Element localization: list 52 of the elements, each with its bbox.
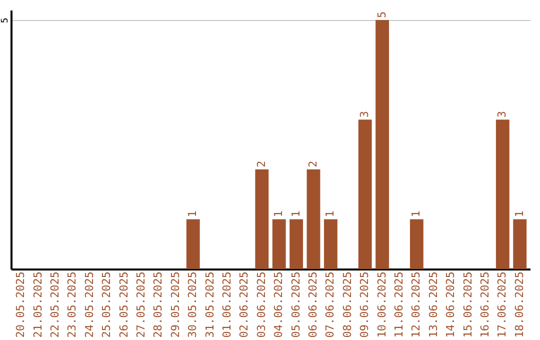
data-label: 2 <box>254 160 268 168</box>
x-tick-label: 25.05.2025 <box>100 272 114 338</box>
data-label: 2 <box>306 160 320 168</box>
data-label: 3 <box>496 110 509 118</box>
x-tick-label: 03.06.2025 <box>254 272 268 338</box>
data-label: 1 <box>410 210 423 218</box>
x-tick-label: 21.05.2025 <box>31 272 44 338</box>
x-tick-label: 13.06.2025 <box>426 272 440 338</box>
bar <box>290 219 303 269</box>
bar <box>358 120 372 269</box>
x-tick-label: 12.06.2025 <box>410 272 423 338</box>
x-tick-label: 09.06.2025 <box>358 272 372 338</box>
x-tick-label: 06.06.2025 <box>306 272 320 338</box>
x-tick-label: 31.05.2025 <box>203 272 216 338</box>
x-tick-label: 24.05.2025 <box>82 272 96 338</box>
x-tick-label: 18.06.2025 <box>512 272 526 338</box>
data-label: 1 <box>186 210 200 218</box>
x-tick-label: 08.06.2025 <box>340 272 354 338</box>
bar <box>306 169 320 269</box>
x-tick-label: 28.05.2025 <box>152 272 165 338</box>
x-tick-label: 17.06.2025 <box>496 272 509 338</box>
x-tick-label: 11.06.2025 <box>392 272 406 338</box>
bar <box>272 219 286 269</box>
data-label: 3 <box>358 110 372 118</box>
data-label: 5 <box>375 11 388 18</box>
bar <box>376 20 389 269</box>
x-tick-label: 27.05.2025 <box>134 272 148 338</box>
x-tick-label: 02.06.2025 <box>238 272 251 338</box>
bar <box>186 219 200 269</box>
x-tick-label: 05.06.2025 <box>289 272 302 338</box>
bar <box>513 219 527 269</box>
data-label: 1 <box>512 210 526 218</box>
x-tick-label: 20.05.2025 <box>14 272 28 338</box>
bar <box>410 219 424 269</box>
bar <box>496 120 510 269</box>
data-label: 1 <box>324 210 337 218</box>
x-tick-label: 23.05.2025 <box>66 272 79 338</box>
x-tick-label: 29.05.2025 <box>168 272 182 338</box>
x-tick-label: 10.06.2025 <box>375 272 388 338</box>
x-tick-label: 15.06.2025 <box>461 272 474 338</box>
x-tick-label: 07.06.2025 <box>324 272 337 338</box>
x-tick-label: 30.05.2025 <box>186 272 200 338</box>
x-tick-label: 26.05.2025 <box>117 272 130 338</box>
bar <box>255 169 269 269</box>
x-tick-label: 04.06.2025 <box>272 272 286 338</box>
x-tick-label: 16.06.2025 <box>478 272 492 338</box>
bar <box>324 219 338 269</box>
x-tick-label: 22.05.2025 <box>48 272 62 338</box>
x-tick-label: 14.06.2025 <box>444 272 458 338</box>
data-label: 1 <box>289 210 302 218</box>
x-tick-label: 01.06.2025 <box>220 272 234 338</box>
data-label: 1 <box>272 210 286 218</box>
